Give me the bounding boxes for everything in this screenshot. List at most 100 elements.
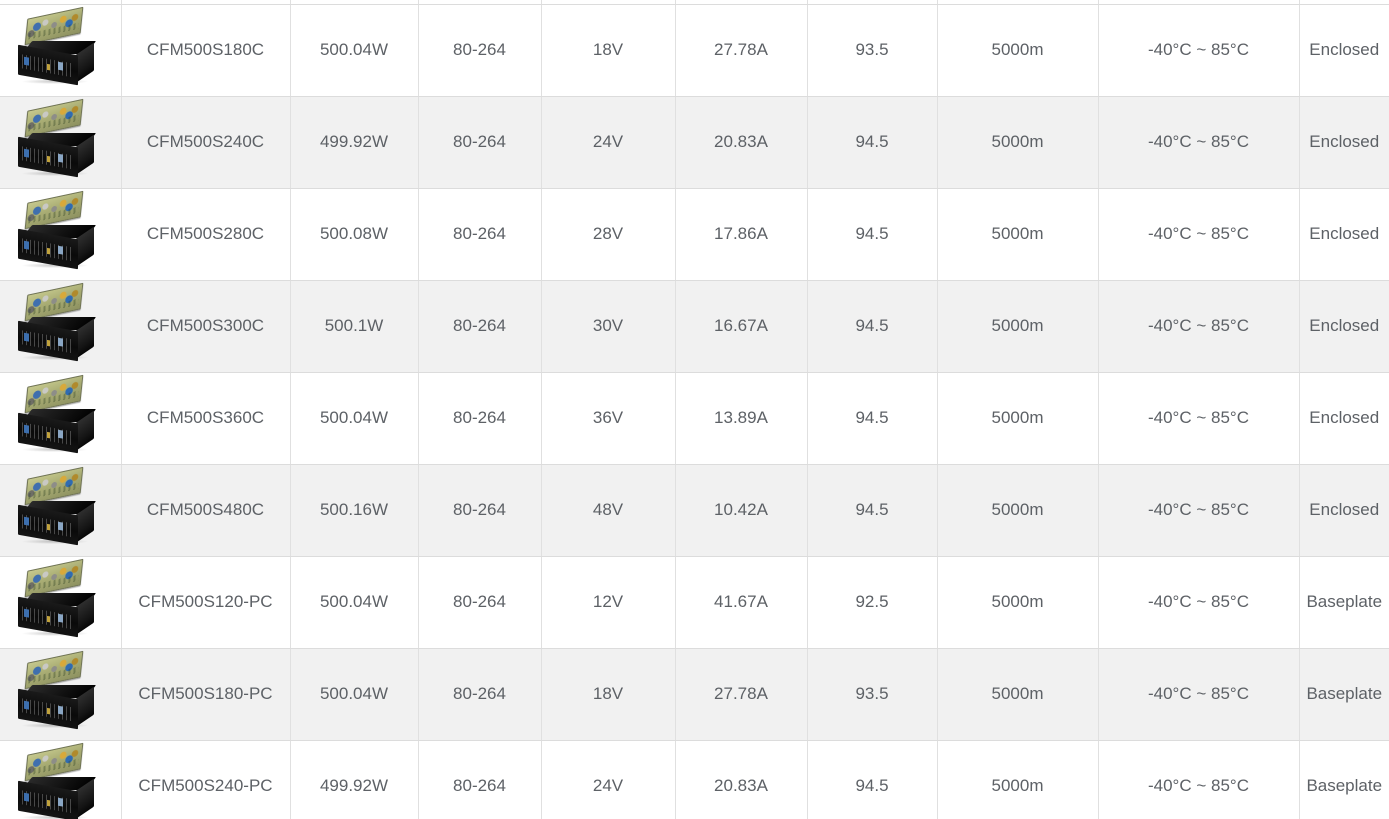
- enclosed-chassis-icon: [18, 409, 97, 454]
- table-row[interactable]: CFM500S120-PC 500.04W 80-264 12V 41.67A 92.5 5…: [0, 556, 1389, 649]
- cell-altitude: 5000m: [937, 188, 1099, 281]
- product-thumbnail[interactable]: [6, 465, 115, 556]
- cell-model[interactable]: CFM500S240-PC: [121, 740, 291, 819]
- product-thumbnail[interactable]: [6, 189, 115, 280]
- cell-type: Baseplate: [1299, 556, 1389, 649]
- cell-output: 30V: [541, 280, 676, 373]
- cell-efficiency: 94.5: [807, 280, 938, 373]
- cell-input: 80-264: [418, 4, 542, 97]
- product-image-cell[interactable]: [0, 556, 122, 649]
- chassis-shadow: [22, 447, 89, 452]
- partial-cell: [541, 0, 676, 5]
- cell-current: 16.67A: [675, 280, 808, 373]
- enclosed-chassis-icon: [18, 41, 97, 86]
- cell-input: 80-264: [418, 740, 542, 819]
- product-thumbnail[interactable]: [6, 557, 115, 648]
- cell-temperature: -40°C ~ 85°C: [1098, 464, 1300, 557]
- cell-output: 28V: [541, 188, 676, 281]
- power-supply-icon: [14, 6, 106, 89]
- table-row[interactable]: CFM500S360C 500.04W 80-264 36V 13.89A 94.5 500…: [0, 372, 1389, 465]
- cell-model[interactable]: CFM500S180C: [121, 4, 291, 97]
- cell-efficiency: 92.5: [807, 556, 938, 649]
- cell-input: 80-264: [418, 96, 542, 189]
- product-thumbnail[interactable]: [6, 741, 115, 819]
- table-row[interactable]: CFM500S240-PC 499.92W 80-264 24V 20.83A 94.5 5…: [0, 740, 1389, 819]
- product-thumbnail[interactable]: [6, 373, 115, 464]
- enclosed-chassis-icon: [18, 501, 97, 546]
- cell-input: 80-264: [418, 464, 542, 557]
- cell-current: 13.89A: [675, 372, 808, 465]
- cell-model[interactable]: CFM500S480C: [121, 464, 291, 557]
- product-image-cell[interactable]: [0, 188, 122, 281]
- product-thumbnail[interactable]: [6, 649, 115, 740]
- enclosed-chassis-icon: [18, 593, 97, 638]
- chassis-shadow: [22, 815, 89, 819]
- table-row[interactable]: CFM500S480C 500.16W 80-264 48V 10.42A 94.5 500…: [0, 464, 1389, 557]
- cell-efficiency: 94.5: [807, 96, 938, 189]
- power-supply-icon: [14, 742, 106, 819]
- cell-efficiency: 94.5: [807, 740, 938, 819]
- product-thumbnail[interactable]: [6, 5, 115, 96]
- cell-power: 499.92W: [290, 740, 419, 819]
- product-image-cell[interactable]: [0, 648, 122, 741]
- table-row[interactable]: CFM500S280C 500.08W 80-264 28V 17.86A 94.5 500…: [0, 188, 1389, 281]
- cell-current: 10.42A: [675, 464, 808, 557]
- product-thumbnail[interactable]: [6, 281, 115, 372]
- open-frame-pcb-icon: [24, 374, 84, 414]
- power-supply-icon: [14, 282, 106, 365]
- table-row[interactable]: CFM500S180-PC 500.04W 80-264 18V 27.78A 93.5 5…: [0, 648, 1389, 741]
- cell-model[interactable]: CFM500S360C: [121, 372, 291, 465]
- product-image-cell[interactable]: [0, 372, 122, 465]
- product-image-cell[interactable]: [0, 4, 122, 97]
- chassis-shadow: [22, 171, 89, 176]
- partial-cell: [675, 0, 808, 5]
- power-supply-icon: [14, 374, 106, 457]
- cell-type: Enclosed: [1299, 96, 1389, 189]
- product-image-cell[interactable]: [0, 740, 122, 819]
- open-frame-pcb-icon: [24, 282, 84, 322]
- product-thumbnail[interactable]: [6, 97, 115, 188]
- product-image-cell[interactable]: [0, 280, 122, 373]
- table-row-partial-top: [0, 0, 1389, 5]
- product-image-cell[interactable]: [0, 96, 122, 189]
- open-frame-pcb-icon: [24, 466, 84, 506]
- cell-type: Baseplate: [1299, 648, 1389, 741]
- cell-temperature: -40°C ~ 85°C: [1098, 648, 1300, 741]
- cell-temperature: -40°C ~ 85°C: [1098, 280, 1300, 373]
- cell-power: 500.16W: [290, 464, 419, 557]
- partial-cell: [1098, 0, 1300, 5]
- table-row[interactable]: CFM500S180C 500.04W 80-264 18V 27.78A 93.5 500…: [0, 4, 1389, 97]
- cell-model[interactable]: CFM500S240C: [121, 96, 291, 189]
- cell-current: 41.67A: [675, 556, 808, 649]
- cell-input: 80-264: [418, 188, 542, 281]
- cell-model[interactable]: CFM500S280C: [121, 188, 291, 281]
- cell-efficiency: 94.5: [807, 372, 938, 465]
- enclosed-chassis-icon: [18, 685, 97, 730]
- product-image-cell[interactable]: [0, 464, 122, 557]
- power-supply-icon: [14, 98, 106, 181]
- cell-power: 500.04W: [290, 556, 419, 649]
- cell-power: 500.08W: [290, 188, 419, 281]
- cell-current: 20.83A: [675, 740, 808, 819]
- cell-altitude: 5000m: [937, 96, 1099, 189]
- cell-output: 18V: [541, 4, 676, 97]
- cell-altitude: 5000m: [937, 648, 1099, 741]
- cell-power: 500.04W: [290, 4, 419, 97]
- table-row[interactable]: CFM500S300C 500.1W 80-264 30V 16.67A 94.5 5000…: [0, 280, 1389, 373]
- partial-cell: [937, 0, 1099, 5]
- table-row[interactable]: CFM500S240C 499.92W 80-264 24V 20.83A 94.5 500…: [0, 96, 1389, 189]
- cell-altitude: 5000m: [937, 280, 1099, 373]
- partial-cell: [121, 0, 291, 5]
- cell-model[interactable]: CFM500S120-PC: [121, 556, 291, 649]
- chassis-shadow: [22, 723, 89, 728]
- cell-altitude: 5000m: [937, 464, 1099, 557]
- cell-type: Enclosed: [1299, 188, 1389, 281]
- cell-current: 17.86A: [675, 188, 808, 281]
- cell-model[interactable]: CFM500S180-PC: [121, 648, 291, 741]
- cell-power: 499.92W: [290, 96, 419, 189]
- cell-current: 27.78A: [675, 4, 808, 97]
- cell-model[interactable]: CFM500S300C: [121, 280, 291, 373]
- cell-altitude: 5000m: [937, 372, 1099, 465]
- cell-efficiency: 93.5: [807, 4, 938, 97]
